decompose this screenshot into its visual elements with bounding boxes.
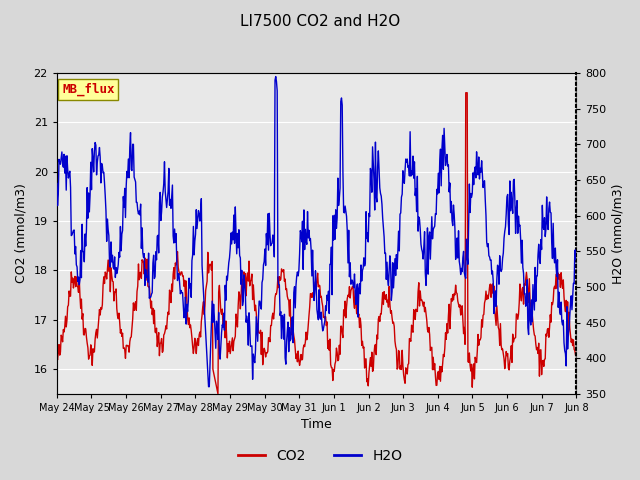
Text: LI7500 CO2 and H2O: LI7500 CO2 and H2O <box>240 14 400 29</box>
Legend: CO2, H2O: CO2, H2O <box>232 443 408 468</box>
Text: MB_flux: MB_flux <box>62 83 115 96</box>
X-axis label: Time: Time <box>301 419 332 432</box>
Y-axis label: H2O (mmol/m3): H2O (mmol/m3) <box>612 183 625 284</box>
Y-axis label: CO2 (mmol/m3): CO2 (mmol/m3) <box>15 183 28 283</box>
